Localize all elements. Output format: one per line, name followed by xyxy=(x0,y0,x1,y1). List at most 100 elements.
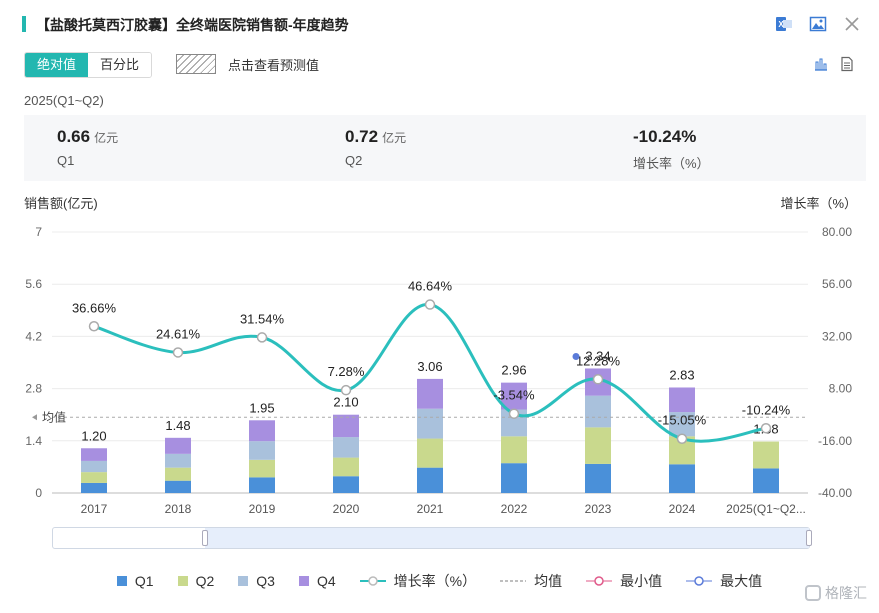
bar-total-label: 2.10 xyxy=(333,395,358,410)
tab-percentage[interactable]: 百分比 xyxy=(88,53,152,77)
bar-segment-q3 xyxy=(165,453,191,468)
legend-q3[interactable]: Q3 xyxy=(238,571,275,591)
legend-swatch xyxy=(238,576,249,586)
y-right-tick-label: 80.00 xyxy=(822,225,852,239)
bar-chart-icon[interactable] xyxy=(813,56,829,77)
value-mode-toggle: 绝对值 百分比 xyxy=(24,52,153,78)
slider-selected-range xyxy=(205,528,809,548)
summary-growth: -10.24% 增长率（%） xyxy=(633,127,710,172)
bar-segment-q4 xyxy=(669,387,695,413)
bar-segment-q3 xyxy=(669,412,695,437)
growth-point xyxy=(172,347,184,358)
tab-absolute[interactable]: 绝对值 xyxy=(25,53,89,77)
bar-total-label: 1.95 xyxy=(249,400,274,415)
bar-total-label: 2.83 xyxy=(669,367,694,382)
bar-segment-q4 xyxy=(417,378,443,409)
bar-segment-q2 xyxy=(249,459,275,478)
table-view-icon[interactable] xyxy=(839,56,855,77)
legend-q1[interactable]: Q1 xyxy=(116,571,154,591)
growth-point xyxy=(508,408,520,419)
chart-title: 【盐酸托莫西汀胶囊】全终端医院销售额-年度趋势 xyxy=(36,17,349,33)
summary-q2: 0.72 亿元 Q2 xyxy=(345,127,406,168)
summary-value: 0.72 亿元 xyxy=(345,127,407,146)
legend-mean[interactable]: 均值 xyxy=(500,571,562,591)
y-right-tick-label: -16.00 xyxy=(818,434,852,448)
slider-left-handle[interactable] xyxy=(202,530,208,546)
x-tick-label: 2020 xyxy=(333,502,360,516)
bar-segment-q2 xyxy=(165,467,191,481)
summary-value: -10.24% xyxy=(633,127,697,146)
summary-value: 0.66 亿元 xyxy=(57,127,119,146)
y-left-tick-label: 1.4 xyxy=(25,434,42,448)
bar-segment-q1 xyxy=(333,476,359,493)
image-export-icon[interactable] xyxy=(808,14,828,34)
summary-label: Q1 xyxy=(57,153,75,168)
period-label: 2025(Q1~Q2) xyxy=(24,93,104,108)
x-tick-label: 2021 xyxy=(417,502,444,516)
bar-segment-q3 xyxy=(417,408,443,439)
bar-segment-q1 xyxy=(249,477,275,493)
bar-segment-q1 xyxy=(81,482,107,493)
growth-label: -10.24% xyxy=(742,402,791,417)
growth-point xyxy=(676,433,688,444)
legend-swatch xyxy=(116,576,127,586)
growth-label: 36.66% xyxy=(72,300,117,315)
bar-segment-q2 xyxy=(753,441,779,469)
bar-total-label: 2.96 xyxy=(501,363,526,378)
bar-segment-q2 xyxy=(585,427,611,464)
legend-min[interactable]: 最小值 xyxy=(586,571,662,591)
y-right-tick-label: 56.00 xyxy=(822,277,852,291)
growth-point xyxy=(340,384,352,396)
hatch-pattern-icon xyxy=(176,54,216,74)
growth-point xyxy=(760,423,772,434)
x-tick-label: 2017 xyxy=(81,502,108,516)
y-left-tick-label: 2.8 xyxy=(25,382,42,396)
legend-q2[interactable]: Q2 xyxy=(177,571,214,591)
close-icon[interactable] xyxy=(842,14,862,34)
bar-segment-q2 xyxy=(501,436,527,464)
view-switch xyxy=(813,56,855,77)
y-right-tick-label: 32.00 xyxy=(822,329,852,343)
bar-segment-q3 xyxy=(81,460,107,473)
x-tick-label: 2023 xyxy=(585,502,612,516)
growth-label: 7.28% xyxy=(328,364,365,379)
legend-max[interactable]: 最大值 xyxy=(686,571,762,591)
forecast-toggle[interactable]: 点击查看预测值 xyxy=(176,54,319,74)
chart-legend: Q1 Q2 Q3 Q4 增长率（%） 均值 最小值 最大值 xyxy=(0,571,879,591)
bar-segment-q4 xyxy=(501,382,527,410)
summary-label: Q2 xyxy=(345,153,363,168)
legend-line-icon xyxy=(359,576,386,586)
growth-label: -3.54% xyxy=(493,388,535,403)
mean-label: 均值 xyxy=(42,409,66,424)
bar-segment-q1 xyxy=(501,463,527,493)
summary-panel: 0.66 亿元 Q1 0.72 亿元 Q2 -10.24% 增长率（%） xyxy=(24,115,866,181)
growth-point xyxy=(256,332,268,343)
bar-segment-q3 xyxy=(249,441,275,460)
growth-label: -15.05% xyxy=(658,413,707,428)
legend-growth[interactable]: 增长率（%） xyxy=(359,571,476,591)
bar-segment-q1 xyxy=(417,467,443,493)
bar-segment-q2 xyxy=(333,457,359,477)
x-tick-label: 2019 xyxy=(249,502,276,516)
right-axis-title: 增长率（%） xyxy=(780,196,857,211)
growth-point xyxy=(592,374,604,385)
watermark-logo-icon xyxy=(805,585,821,601)
slider-right-handle[interactable] xyxy=(806,530,812,546)
excel-export-icon[interactable]: X xyxy=(774,14,794,34)
growth-label: 12.28% xyxy=(576,353,621,368)
x-tick-label: 2018 xyxy=(165,502,192,516)
x-tick-label: 2025(Q1~Q2... xyxy=(726,502,806,516)
y-left-tick-label: 5.6 xyxy=(25,277,42,291)
growth-label: 46.64% xyxy=(408,279,453,294)
bar-segment-q4 xyxy=(333,414,359,438)
bar-total-label: 1.48 xyxy=(165,418,190,433)
legend-swatch xyxy=(177,576,188,586)
bar-segment-q4 xyxy=(81,448,107,461)
bar-segment-q1 xyxy=(753,468,779,493)
legend-q4[interactable]: Q4 xyxy=(298,571,336,591)
bar-segment-q3 xyxy=(585,395,611,428)
bar-total-label: 3.34 xyxy=(585,348,610,363)
range-slider[interactable] xyxy=(52,527,812,549)
growth-label: 31.54% xyxy=(240,311,285,326)
mean-marker-icon xyxy=(32,414,37,421)
